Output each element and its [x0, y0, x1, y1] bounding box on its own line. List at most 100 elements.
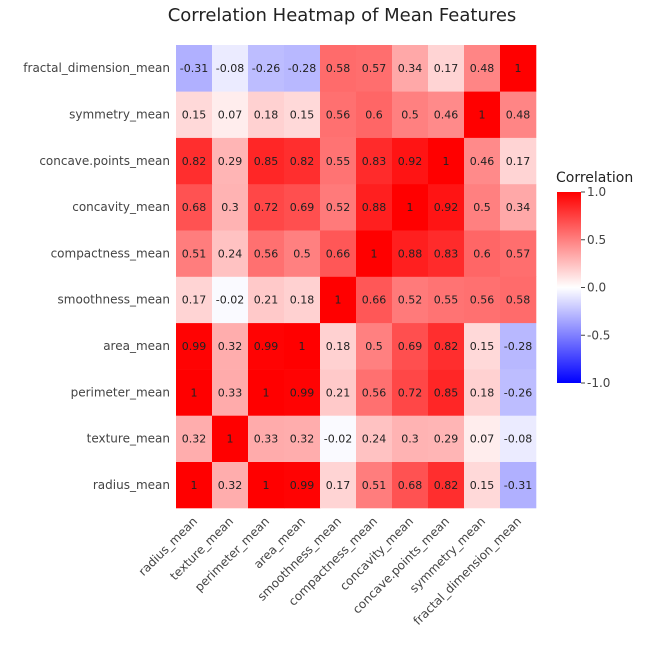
colorbar-tick-label: 1.0: [587, 185, 606, 199]
heatmap-cell: [248, 91, 285, 138]
heatmap-cell: [392, 369, 429, 416]
cell-value-label: 0.5: [293, 247, 311, 260]
cell-value-label: 0.69: [398, 340, 423, 353]
heatmap-cell: [356, 415, 393, 462]
cell-value-label: -0.02: [324, 433, 352, 446]
heatmap-cell: [176, 137, 213, 185]
heatmap-cell: [428, 415, 465, 462]
heatmap-cell: [176, 369, 213, 416]
cell-value-label: 0.99: [290, 386, 315, 399]
cell-value-label: 0.34: [506, 201, 531, 214]
heatmap-cell: [464, 461, 501, 509]
colorbar-tick-label: 0.5: [587, 233, 606, 247]
cell-value-label: 0.15: [290, 108, 315, 121]
cell-value-label: 0.18: [290, 294, 315, 307]
heatmap-cell: [212, 137, 249, 185]
heatmap-cell: [464, 415, 501, 462]
y-tick-label: texture_mean: [87, 432, 170, 446]
heatmap-cell: [284, 183, 321, 231]
heatmap-cell: [176, 230, 213, 277]
heatmap-cell: [284, 91, 321, 138]
cell-value-label: 1: [443, 155, 450, 168]
heatmap-cell: [392, 91, 429, 138]
cell-value-label: 0.83: [434, 247, 459, 260]
cell-value-label: 1: [407, 201, 414, 214]
heatmap-cell: [464, 137, 501, 185]
heatmap-cell: [176, 91, 213, 138]
heatmap-cell: [392, 461, 429, 509]
cell-value-label: 1: [515, 62, 522, 75]
heatmap-cell: [392, 230, 429, 277]
heatmap-cell: [212, 415, 249, 462]
cell-value-label: 0.85: [254, 155, 279, 168]
cell-value-label: 0.82: [434, 340, 459, 353]
heatmap-cell: [284, 461, 321, 509]
heatmap-cell: [428, 461, 465, 509]
colorbar-tick-label: -1.0: [587, 376, 610, 390]
cell-value-label: -0.31: [504, 479, 532, 492]
cell-value-label: 0.82: [182, 155, 207, 168]
heatmap-cell: [176, 183, 213, 231]
heatmap-cell: [464, 369, 501, 416]
cell-value-label: 0.29: [434, 433, 459, 446]
heatmap-cell: [212, 461, 249, 509]
cell-value-label: 0.24: [218, 247, 243, 260]
cell-value-label: -0.08: [216, 62, 244, 75]
heatmap-cell: [428, 137, 465, 185]
heatmap-cell: [356, 45, 393, 92]
heatmap-cell: [428, 91, 465, 138]
heatmap-cell: [356, 230, 393, 277]
heatmap-cell: [500, 461, 537, 509]
heatmap-cell: [500, 91, 537, 138]
cell-value-label: -0.02: [216, 294, 244, 307]
cell-value-label: 0.51: [182, 247, 207, 260]
cell-value-label: 0.57: [362, 62, 387, 75]
chart-title: Correlation Heatmap of Mean Features: [168, 5, 517, 26]
cell-value-label: 0.32: [290, 433, 315, 446]
heatmap-cell: [212, 91, 249, 138]
cell-value-label: 0.32: [182, 433, 207, 446]
heatmap-cell: [500, 137, 537, 185]
cell-value-label: 0.72: [254, 201, 279, 214]
cell-value-label: 0.18: [254, 108, 279, 121]
heatmap-cell: [356, 183, 393, 231]
cell-value-label: 0.92: [398, 155, 423, 168]
cell-value-label: 1: [263, 479, 270, 492]
cell-value-label: 0.5: [365, 340, 383, 353]
heatmap-cell: [464, 322, 501, 370]
heatmap-cell: [500, 415, 537, 462]
heatmap-cell: [212, 369, 249, 416]
heatmap-cell: [284, 415, 321, 462]
cell-value-label: 0.29: [218, 155, 243, 168]
cell-value-label: 0.56: [254, 247, 279, 260]
cell-value-label: 0.15: [470, 340, 495, 353]
cell-value-label: 0.17: [326, 479, 351, 492]
y-axis-tick-labels: radius_mean texture_mean perimeter_mean are…: [23, 61, 170, 492]
cell-value-label: 0.46: [470, 155, 495, 168]
cell-value-label: 0.99: [182, 340, 207, 353]
cell-value-label: 0.3: [221, 201, 239, 214]
heatmap-cell: [320, 322, 357, 370]
cell-value-label: 0.18: [470, 386, 495, 399]
heatmap-cell: [500, 276, 537, 324]
heatmap-cell: [320, 45, 357, 92]
cell-value-label: 0.82: [434, 479, 459, 492]
cell-value-label: 0.07: [470, 433, 495, 446]
y-tick-label: fractal_dimension_mean: [23, 61, 170, 75]
cell-value-label: 0.33: [254, 433, 279, 446]
cell-value-label: -0.31: [180, 62, 208, 75]
heatmap-cell: [248, 45, 285, 92]
cell-value-label: 0.32: [218, 340, 243, 353]
cell-value-label: 0.17: [506, 155, 531, 168]
heatmap-cell: [320, 461, 357, 509]
heatmap-cell: [284, 137, 321, 185]
heatmap-cell: [248, 369, 285, 416]
heatmap-cell: [356, 137, 393, 185]
heatmap-cell: [464, 45, 501, 92]
heatmap-cell: [212, 183, 249, 231]
cell-value-label: 0.07: [218, 108, 243, 121]
heatmap-cell: [428, 369, 465, 416]
colorbar-title: Correlation: [556, 170, 633, 186]
heatmap-cell: [248, 276, 285, 324]
